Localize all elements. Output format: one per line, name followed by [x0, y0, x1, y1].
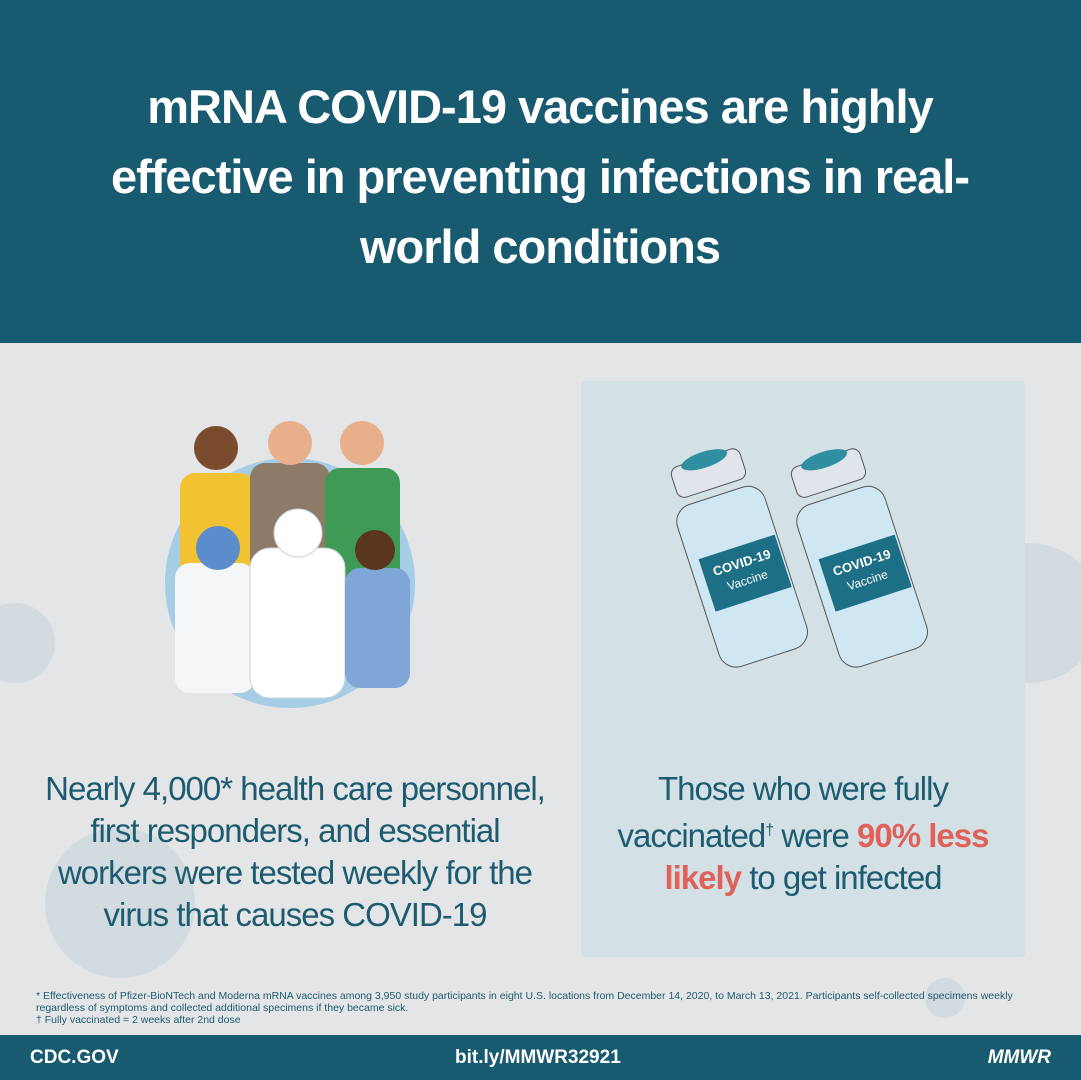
left-text: Nearly 4,000* health care personnel, fir…	[45, 770, 546, 933]
header: mRNA COVID-19 vaccines are highly effect…	[0, 0, 1081, 343]
footnote: * Effectiveness of Pfizer-BioNTech and M…	[36, 990, 1013, 1014]
text: were	[773, 817, 858, 854]
text: to get infected	[741, 859, 942, 896]
footnotes: * Effectiveness of Pfizer-BioNTech and M…	[36, 990, 1036, 1026]
vials-illustration: COVID-19 Vaccine COVID-19 Vaccine	[670, 448, 928, 668]
workers-illustration	[165, 421, 415, 708]
highlight: 90% less likely	[664, 817, 989, 896]
footer-link[interactable]: bit.ly/MMWR32921	[455, 1047, 621, 1068]
footer: CDC.GOV bit.ly/MMWR32921 MMWR	[0, 1035, 1081, 1080]
title: mRNA COVID-19 vaccines are highly effect…	[110, 80, 970, 273]
right-text: Those who were fully vaccinated† were 90…	[590, 768, 1016, 899]
background-art: COVID-19 Vaccine COVID-19 Vaccine	[0, 381, 1081, 1018]
footer-left[interactable]: CDC.GOV	[30, 1047, 119, 1068]
dagger: †	[765, 822, 774, 839]
footnote: † Fully vaccinated = 2 weeks after 2nd d…	[36, 1014, 241, 1026]
text: Those who were fully vaccinated	[617, 770, 949, 854]
footer-right: MMWR	[987, 1047, 1051, 1068]
